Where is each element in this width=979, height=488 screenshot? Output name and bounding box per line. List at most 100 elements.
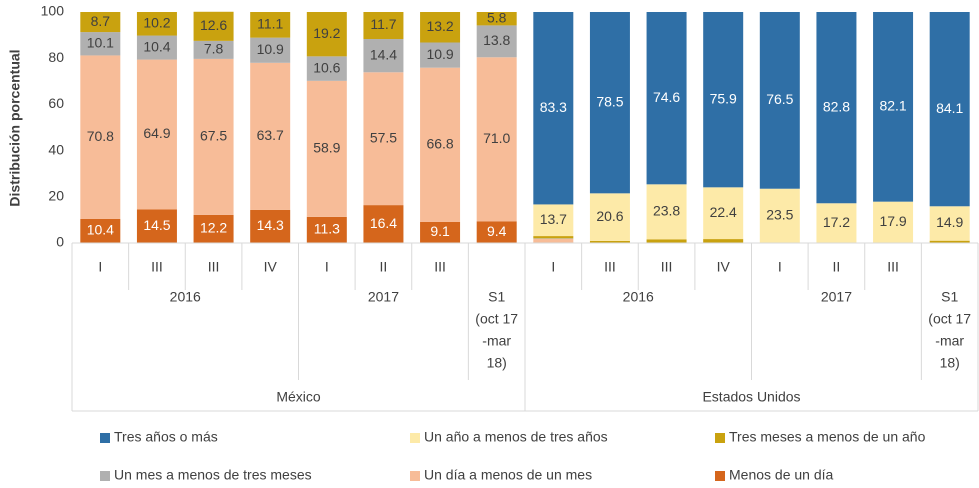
legend-swatch (715, 471, 725, 481)
data-label: 16.4 (370, 215, 397, 231)
legend-label: Un año a menos de tres años (424, 429, 608, 445)
data-label: 57.5 (370, 129, 397, 145)
data-label: 10.9 (426, 46, 453, 62)
bar-segment (589, 193, 630, 241)
x-tick-label: I (325, 259, 329, 275)
bar-segment (250, 209, 291, 243)
bar-segment (703, 12, 744, 188)
year-label: 2016 (623, 289, 654, 305)
bar-segment (250, 37, 291, 63)
bar-segment (363, 39, 404, 73)
bar-segment (589, 12, 630, 194)
legend-label: Menos de un día (729, 467, 834, 483)
bar-segment (703, 187, 744, 240)
data-label: 11.1 (257, 16, 283, 32)
data-label: 10.4 (143, 38, 170, 54)
year-label: 2017 (821, 289, 852, 305)
data-label: 13.7 (540, 211, 567, 227)
data-label: 64.9 (143, 125, 170, 141)
data-label: 10.4 (87, 222, 114, 238)
bar-segment (929, 12, 970, 207)
data-label: 17.9 (879, 213, 906, 229)
data-label: 58.9 (313, 140, 340, 156)
data-label: 14.4 (370, 46, 397, 62)
x-tick-label: III (661, 259, 673, 275)
bar-segment (533, 12, 574, 205)
bar-segment (476, 12, 517, 26)
year-label: (oct 17 (475, 311, 518, 327)
bar-segment (250, 62, 291, 210)
year-label: (oct 17 (928, 311, 971, 327)
year-label: -mar (482, 333, 511, 349)
bar-segment (703, 239, 744, 243)
data-label: 12.2 (200, 220, 227, 236)
bar-segment (80, 218, 121, 243)
group-label: México (276, 389, 321, 405)
bar-segment (363, 12, 404, 40)
bar-segment (533, 236, 574, 239)
year-label: 18) (940, 355, 960, 371)
bar-segment (80, 55, 121, 219)
bar-segment (646, 12, 687, 185)
data-label: 11.3 (314, 221, 340, 237)
data-label: 22.4 (710, 204, 737, 220)
x-tick-label: I (778, 259, 782, 275)
bar-segment (476, 221, 517, 243)
data-label: 83.3 (540, 99, 567, 115)
x-tick-label: I (551, 259, 555, 275)
bar-segment (193, 11, 234, 41)
data-label: 78.5 (596, 93, 623, 109)
data-label: 10.9 (257, 41, 284, 57)
legend-label: Un mes a menos de tres meses (114, 467, 312, 483)
bar-segment (420, 67, 461, 222)
data-label: 84.1 (936, 100, 963, 116)
x-tick-label: III (604, 259, 616, 275)
bar-segment (816, 203, 857, 243)
bar-segment (193, 214, 234, 243)
data-label: 13.2 (426, 18, 453, 34)
bar-segment (759, 188, 800, 243)
x-tick-label: III (208, 259, 220, 275)
data-label: 10.2 (143, 14, 170, 30)
x-tick-label: I (98, 259, 102, 275)
bar-segment (363, 72, 404, 206)
bar-segment (929, 240, 970, 243)
bar-segment (80, 12, 121, 33)
bar-segment (533, 238, 574, 243)
bar-segment (929, 206, 970, 241)
bar-segment (533, 204, 574, 237)
bar-segment (420, 221, 461, 243)
legend-swatch (410, 471, 420, 481)
bar-segment (363, 205, 404, 243)
data-label: 5.8 (487, 9, 507, 25)
bar-segment (646, 184, 687, 240)
bar-segment (80, 32, 121, 56)
data-label: 74.6 (653, 89, 680, 105)
x-tick-label: IV (717, 259, 731, 275)
data-label: 67.5 (200, 128, 227, 144)
data-label: 17.2 (823, 214, 850, 230)
x-tick-label: III (151, 259, 163, 275)
year-label: -mar (935, 333, 964, 349)
bar-segment (759, 12, 800, 189)
data-label: 9.4 (487, 223, 507, 239)
data-label: 70.8 (87, 128, 114, 144)
bar-segment (250, 12, 291, 38)
bar-segment (646, 239, 687, 243)
data-label: 63.7 (257, 127, 284, 143)
data-label: 7.8 (204, 41, 224, 57)
legend-swatch (100, 433, 110, 443)
data-label: 76.5 (766, 91, 793, 107)
bar-segment (476, 25, 517, 58)
bar-segment (193, 58, 234, 215)
y-axis-label: Distribución porcentual (7, 49, 23, 206)
year-label: S1 (941, 289, 958, 305)
bar-segment (476, 57, 517, 222)
legend-swatch (410, 433, 420, 443)
data-label: 19.2 (313, 25, 340, 41)
data-label: 20.6 (596, 208, 623, 224)
bar-segment (136, 59, 177, 210)
x-tick-label: II (380, 259, 388, 275)
y-tick-label: 20 (48, 188, 64, 204)
y-tick-label: 60 (48, 95, 64, 111)
